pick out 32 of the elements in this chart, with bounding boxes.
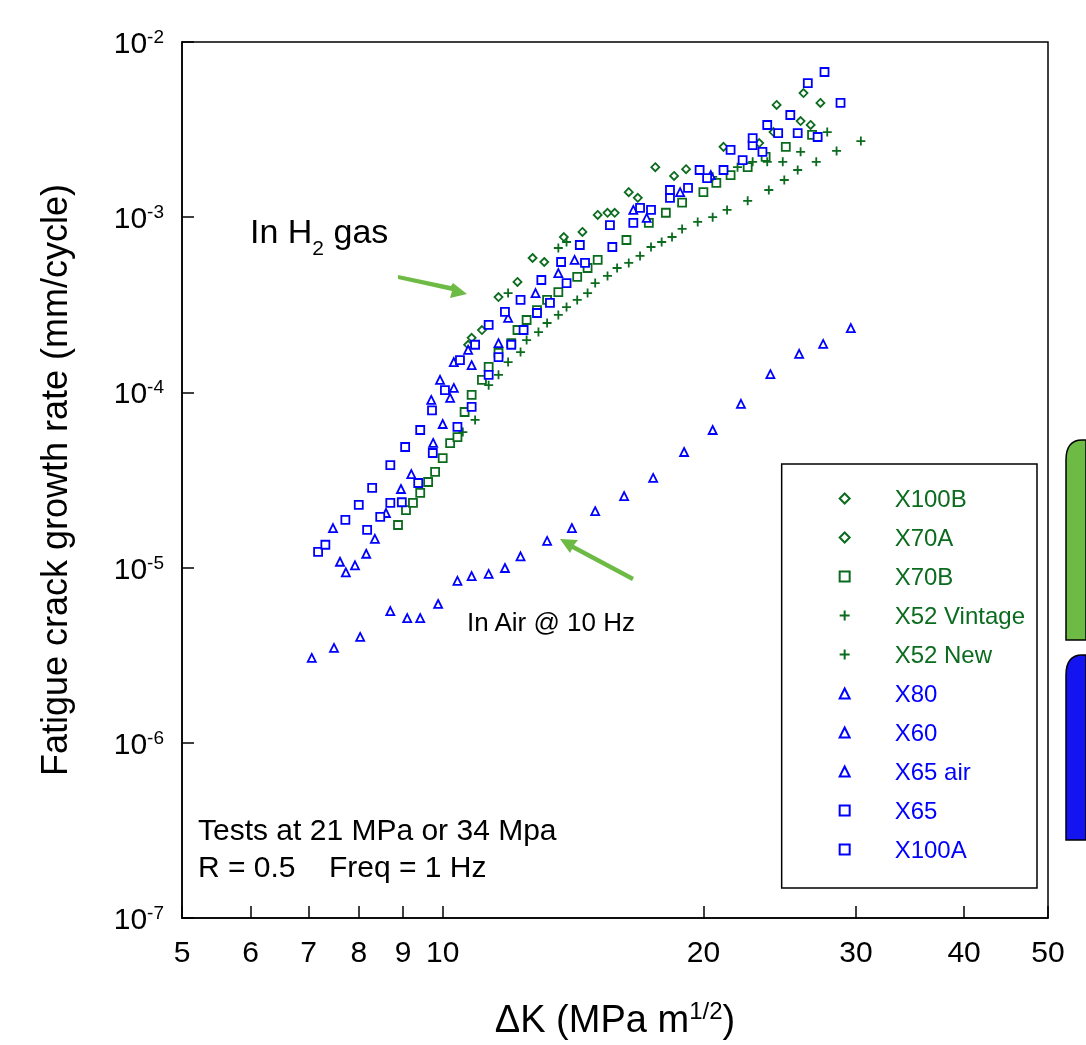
y-tick-label: 10$^{-3}$ bbox=[113, 200, 164, 235]
y-tick-label: 10$^{-5}$ bbox=[113, 551, 164, 585]
legend-label: X60 bbox=[894, 719, 938, 746]
x-tick-label: 50 bbox=[1031, 934, 1065, 968]
legend-label: X65 air bbox=[894, 758, 971, 785]
x-axis-title: ΔK (MPa m$^{1/2}$) bbox=[494, 996, 736, 1040]
legend-label: X70B bbox=[894, 563, 954, 590]
x-tick-label: 7 bbox=[300, 934, 317, 968]
annotation: R = 0.5 Freq = 1 Hz bbox=[198, 850, 487, 883]
legend-label: X52 Vintage bbox=[894, 602, 1026, 629]
x-tick-label: 8 bbox=[350, 934, 368, 968]
legend-label: X100A bbox=[894, 836, 967, 863]
annotation: Tests at 21 MPa or 34 Mpa bbox=[198, 813, 557, 846]
legend-label: X70A bbox=[894, 524, 954, 551]
legend-label: X52 New bbox=[894, 641, 993, 668]
x-tick-label: 10 bbox=[426, 934, 460, 968]
annotation: In H$_{2}$ gas bbox=[250, 211, 389, 259]
legend-label: X80 bbox=[894, 680, 938, 707]
annotation: In Air @ 10 Hz bbox=[467, 607, 636, 638]
y-tick-label: 10$^{-6}$ bbox=[113, 726, 164, 760]
legend-label: X65 bbox=[894, 797, 938, 824]
y-axis-title: Fatigue crack growth rate (mm/cycle) bbox=[33, 183, 75, 777]
x-tick-label: 9 bbox=[394, 934, 412, 968]
legend-label: X100B bbox=[894, 485, 967, 512]
x-tick-label: 5 bbox=[173, 934, 191, 968]
x-tick-label: 6 bbox=[242, 934, 259, 968]
x-tick-label: 20 bbox=[686, 934, 721, 968]
y-tick-label: 10$^{-2}$ bbox=[113, 25, 164, 59]
y-tick-label: 10$^{-7}$ bbox=[113, 901, 164, 935]
y-tick-label: 10$^{-4}$ bbox=[113, 375, 165, 410]
x-tick-label: 40 bbox=[947, 934, 981, 968]
x-tick-label: 30 bbox=[839, 934, 873, 968]
